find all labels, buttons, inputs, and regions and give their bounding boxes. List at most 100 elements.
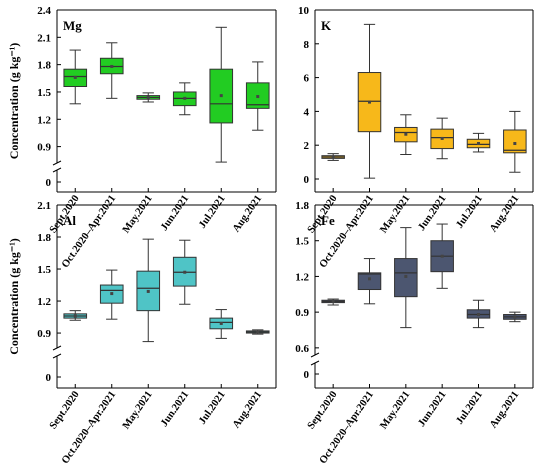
x-category-label: Aug.2021 <box>488 389 521 430</box>
y-tick-label: 1.2 <box>37 296 51 308</box>
box-mg-2 <box>136 92 161 192</box>
box-k-0 <box>321 153 345 192</box>
y-tick-label: 1.2 <box>295 271 309 283</box>
y-tick-label: 0 <box>46 177 52 189</box>
mean-marker <box>404 274 408 278</box>
y-tick-label: 1.5 <box>295 236 309 248</box>
y-tick-label: 0.9 <box>295 307 309 319</box>
mean-marker <box>368 100 371 104</box>
mean-marker <box>331 299 335 303</box>
panel-label: Fe <box>321 213 335 228</box>
y-tick-label: 0 <box>46 372 52 384</box>
y-tick-label: 1.5 <box>37 87 51 99</box>
panel-label: Mg <box>63 18 82 33</box>
box-k-2 <box>394 114 418 192</box>
mean-marker <box>73 75 77 79</box>
box-fe-1 <box>357 258 382 388</box>
x-category-label: Jul.2021 <box>197 193 228 230</box>
x-category-label: Aug.2021 <box>488 193 521 234</box>
y-tick-label: 0.6 <box>295 343 309 355</box>
x-category-label: Jul.2021 <box>197 389 228 426</box>
mean-marker <box>146 95 150 99</box>
box-k-4 <box>466 132 491 192</box>
y-tick-label: 0 <box>304 174 310 186</box>
x-category-label: May.2021 <box>121 389 155 431</box>
mean-marker <box>404 132 408 136</box>
x-category-label: Jun.2021 <box>416 193 448 233</box>
y-tick-label: 1.8 <box>295 200 309 212</box>
box-k-1 <box>357 23 382 192</box>
mean-marker <box>440 136 444 140</box>
y-tick-label: 10 <box>298 5 310 17</box>
mean-marker <box>513 315 517 319</box>
axis-break-mark <box>310 360 320 366</box>
axis-break-mark <box>310 352 320 358</box>
box-al-0 <box>63 310 88 388</box>
box-fe-5 <box>503 311 527 388</box>
box-mg-4 <box>209 26 234 192</box>
y-tick-label: 1.5 <box>37 264 51 276</box>
panel-mg: 0 0.9 1.2 1.5 1.8 2.1 2.4 Mg Concentration (g kg… <box>7 5 277 270</box>
mean-marker <box>368 277 371 281</box>
y-tick-label: 2.4 <box>37 5 51 17</box>
box-fe-2 <box>394 227 418 388</box>
y-tick-label: 1.2 <box>37 114 51 126</box>
box-al-3 <box>172 239 197 388</box>
box-mg-1 <box>99 42 124 192</box>
mean-marker <box>256 330 260 334</box>
box-al-4 <box>209 309 234 388</box>
mean-marker <box>440 254 444 258</box>
y-tick-label: 2.1 <box>37 200 51 212</box>
x-category-label: Aug.2021 <box>231 389 264 430</box>
x-category-label: May.2021 <box>121 193 155 235</box>
mean-marker <box>256 95 260 99</box>
y-tick-label: 4 <box>304 106 310 118</box>
y-tick-label: 2.1 <box>37 32 51 44</box>
box-fe-4 <box>466 299 491 388</box>
axis-break-mark <box>52 345 62 351</box>
box-k-5 <box>503 110 527 192</box>
box-al-1 <box>99 269 124 388</box>
x-category-label: Jul.2021 <box>454 193 485 230</box>
mean-marker <box>219 94 223 98</box>
box-k-3 <box>430 117 454 192</box>
x-category-label: Jun.2021 <box>159 389 191 429</box>
box-mg-0 <box>63 49 88 192</box>
y-tick-label: 0.9 <box>37 328 51 340</box>
y-tick-label: 6 <box>304 73 310 85</box>
y-tick-label: 2 <box>304 140 310 152</box>
box-fe-0 <box>321 298 345 388</box>
mean-marker <box>110 64 114 68</box>
box-al-2 <box>136 238 161 388</box>
y-tick-label: 0.9 <box>37 142 51 154</box>
y-tick-label: 8 <box>304 39 310 51</box>
panel-fe: 00.60.91.21.51.8FeSept.2020Oct.2020–Apr.… <box>295 200 534 466</box>
mean-marker <box>331 155 335 159</box>
mean-marker <box>513 142 517 146</box>
box-mg-3 <box>172 82 197 192</box>
panel-label: Al <box>63 213 76 228</box>
mean-marker <box>183 96 187 100</box>
x-category-label: Sept.2020 <box>306 389 340 431</box>
y-tick-label: 1.8 <box>37 60 51 72</box>
mean-marker <box>477 313 480 317</box>
axis-break-mark <box>52 160 62 166</box>
x-category-label: May.2021 <box>378 389 412 431</box>
panel-al: 0 0.9 1.2 1.5 1.8 2.1 Al Concentration (g kg⁻¹)… <box>7 200 277 466</box>
mean-marker <box>73 314 77 318</box>
x-category-label: Sept.2020 <box>48 389 82 431</box>
axis-break-mark <box>52 353 62 359</box>
y-tick-label: 0 <box>304 369 310 381</box>
mean-marker <box>110 292 114 296</box>
x-category-label: Jun.2021 <box>416 389 448 429</box>
iqr-box <box>503 129 527 154</box>
box-fe-3 <box>430 223 454 388</box>
mean-marker <box>477 142 480 146</box>
iqr-box <box>357 272 382 291</box>
y-tick-label: 1.8 <box>37 232 51 244</box>
mean-marker <box>219 321 223 325</box>
mean-marker <box>146 289 150 293</box>
panel-label: K <box>321 18 332 33</box>
